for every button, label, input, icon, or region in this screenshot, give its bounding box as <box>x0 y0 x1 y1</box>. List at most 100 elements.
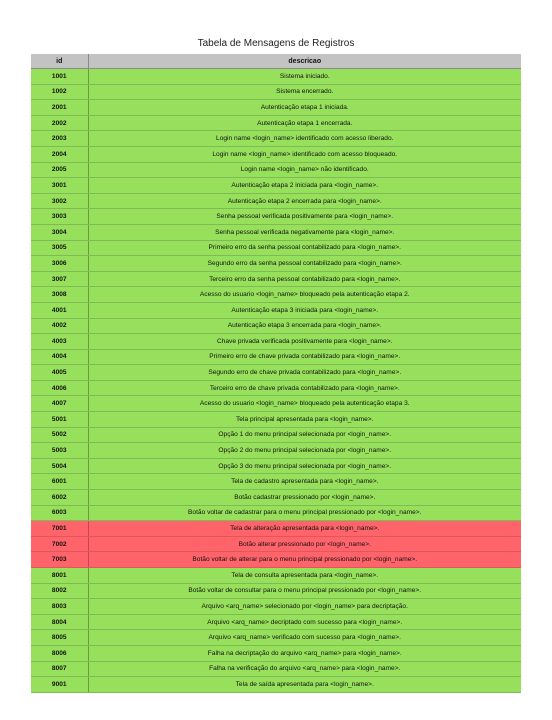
table-row: 5004 Opção 3 do menu principal selecionad… <box>31 458 521 475</box>
cell-descricao: Falha na decriptação do arquivo <arq_nam… <box>88 645 521 662</box>
table-row: 7002 Botão alterar pressionado por <login… <box>31 536 521 553</box>
table-header-row: id descricao <box>31 54 521 69</box>
column-header-descricao: descricao <box>88 54 521 69</box>
table-container: id descricao 1001 Sistema iniciado. 1002 Si… <box>31 54 521 720</box>
cell-descricao: Arquivo <arq_name> decriptado com sucess… <box>88 614 521 631</box>
table-row: 2003 Login name <login_name> identificado… <box>31 130 521 147</box>
table-row: 3002 Autenticação etapa 2 encerrada para … <box>31 193 521 210</box>
cell-id: 8003 <box>31 598 89 615</box>
cell-id: 3008 <box>31 286 89 303</box>
cell-id: 2004 <box>31 146 89 163</box>
cell-id: 2003 <box>31 130 89 147</box>
table-row: 3004 Senha pessoal verificada negativamen… <box>31 224 521 241</box>
table-row: 8006 Falha na decriptação do arquivo <arq… <box>31 645 521 662</box>
cell-id: 4007 <box>31 395 89 413</box>
cell-id: 2001 <box>31 99 89 116</box>
cell-id: 2005 <box>31 162 89 179</box>
table-row: 8007 Falha na verificação do arquivo <arq… <box>31 661 521 678</box>
cell-descricao: Autenticação etapa 1 iniciada. <box>88 99 521 116</box>
cell-descricao: Opção 1 do menu principal selecionada po… <box>88 427 521 444</box>
cell-id: 8007 <box>31 661 89 678</box>
cell-descricao: Acesso do usuario <login_name> bloqueado… <box>88 395 521 413</box>
cell-id: 8001 <box>31 567 89 584</box>
cell-descricao: Autenticação etapa 2 iniciada para <logi… <box>88 177 521 194</box>
cell-id: 1001 <box>31 68 89 85</box>
column-header-id: id <box>31 54 89 69</box>
table-row: 3008 Acesso do usuario <login_name> bloqu… <box>31 286 521 303</box>
table-row: 4001 Autenticação etapa 3 iniciada para <… <box>31 302 521 319</box>
cell-id: 5002 <box>31 427 89 444</box>
cell-descricao: Opção 2 do menu principal selecionada po… <box>88 442 521 459</box>
cell-id: 6002 <box>31 489 89 506</box>
cell-id: 3003 <box>31 208 89 225</box>
table-row: 5002 Opção 1 do menu principal selecionad… <box>31 427 521 444</box>
cell-id: 4005 <box>31 364 89 381</box>
cell-id: 8006 <box>31 645 89 662</box>
cell-id: 4001 <box>31 302 89 319</box>
cell-id: 3007 <box>31 271 89 288</box>
table-row: 4007 Acesso do usuario <login_name> bloqu… <box>31 395 521 413</box>
cell-descricao: Login name <login_name> identificado com… <box>88 146 521 163</box>
table-row: 4006 Terceiro erro de chave privada conta… <box>31 380 521 397</box>
table-row: 3006 Segundo erro da senha pessoal contab… <box>31 255 521 272</box>
cell-id: 4006 <box>31 380 89 397</box>
cell-id: 4004 <box>31 349 89 366</box>
table-row: 5003 Opção 2 do menu principal selecionad… <box>31 442 521 459</box>
cell-descricao: Botão voltar de alterar para o menu prin… <box>88 551 521 568</box>
cell-descricao: Tela de consulta apresentada para <login… <box>88 567 521 584</box>
cell-id: 1002 <box>31 84 89 101</box>
table-row: 8002 Botão voltar de consultar para o men… <box>31 583 521 600</box>
cell-id: 4003 <box>31 333 89 350</box>
cell-id: 6001 <box>31 473 89 491</box>
table-row: 2002 Autenticação etapa 1 encerrada. <box>31 115 521 132</box>
cell-id: 7002 <box>31 536 89 553</box>
cell-descricao: Chave privada verificada positivamente p… <box>88 333 521 350</box>
table-row: 3007 Terceiro erro da senha pessoal conta… <box>31 271 521 288</box>
cell-id: 8004 <box>31 614 89 631</box>
cell-descricao: Botão voltar de consultar para o menu pr… <box>88 583 521 600</box>
cell-descricao: Autenticação etapa 2 encerrada para <log… <box>88 193 521 210</box>
table-row: 7001 Tela de alteração apresentada para <… <box>31 520 521 537</box>
table-row: 8003 Arquivo <arq_name> selecionado por <… <box>31 598 521 615</box>
cell-descricao: Opção 3 do menu principal selecionada po… <box>88 458 521 475</box>
table-row: 1001 Sistema iniciado. <box>31 68 521 85</box>
cell-id: 3005 <box>31 240 89 257</box>
cell-descricao: Segundo erro da senha pessoal contabiliz… <box>88 255 521 272</box>
cell-id: 5001 <box>31 411 89 428</box>
cell-descricao: Autenticação etapa 3 encerrada para <log… <box>88 318 521 335</box>
cell-descricao: Senha pessoal verificada positivamente p… <box>88 208 521 225</box>
cell-descricao: Tela principal apresentada para <login_n… <box>88 411 521 428</box>
cell-id: 9001 <box>31 676 89 693</box>
cell-descricao: Arquivo <arq_name> verificado com sucess… <box>88 629 521 646</box>
cell-id: 3004 <box>31 224 89 241</box>
cell-descricao: Tela de alteração apresentada para <logi… <box>88 520 521 537</box>
cell-descricao: Acesso do usuario <login_name> bloqueado… <box>88 286 521 303</box>
table-row: 9001 Tela de saída apresentada para <logi… <box>31 676 521 693</box>
cell-id: 4002 <box>31 318 89 335</box>
cell-id: 8002 <box>31 583 89 600</box>
cell-id: 3001 <box>31 177 89 194</box>
table-row: 4002 Autenticação etapa 3 encerrada para … <box>31 318 521 335</box>
cell-descricao: Primeiro erro da senha pessoal contabili… <box>88 240 521 257</box>
cell-descricao: Botão voltar de cadastrar para o menu pr… <box>88 505 521 522</box>
table-row: 2005 Login name <login_name> não identifi… <box>31 162 521 179</box>
table-row: 3001 Autenticação etapa 2 iniciada para <… <box>31 177 521 194</box>
cell-descricao: Senha pessoal verificada negativamente p… <box>88 224 521 241</box>
table-row: 6002 Botão cadastrar pressionado por <log… <box>31 489 521 506</box>
cell-id: 6003 <box>31 505 89 522</box>
table-row: 3005 Primeiro erro da senha pessoal conta… <box>31 240 521 257</box>
cell-descricao: Segundo erro de chave privada contabiliz… <box>88 364 521 381</box>
cell-id: 7003 <box>31 551 89 568</box>
table-body: 1001 Sistema iniciado. 1002 Sistema encerra… <box>31 68 521 693</box>
table-row: 8005 Arquivo <arq_name> verificado com su… <box>31 629 521 646</box>
table-row: 3003 Senha pessoal verificada positivamen… <box>31 208 521 225</box>
cell-descricao: Login name <login_name> não identificado… <box>88 162 521 179</box>
table-row: 8001 Tela de consulta apresentada para <l… <box>31 567 521 584</box>
cell-descricao: Tela de cadastro apresentada para <login… <box>88 473 521 491</box>
registry-messages-table: id descricao 1001 Sistema iniciado. 1002 Si… <box>31 54 521 693</box>
table-row: 4004 Primeiro erro de chave privada conta… <box>31 349 521 366</box>
table-row: 6003 Botão voltar de cadastrar para o men… <box>31 505 521 522</box>
table-row: 2001 Autenticação etapa 1 iniciada. <box>31 99 521 116</box>
cell-id: 5004 <box>31 458 89 475</box>
cell-id: 2002 <box>31 115 89 132</box>
